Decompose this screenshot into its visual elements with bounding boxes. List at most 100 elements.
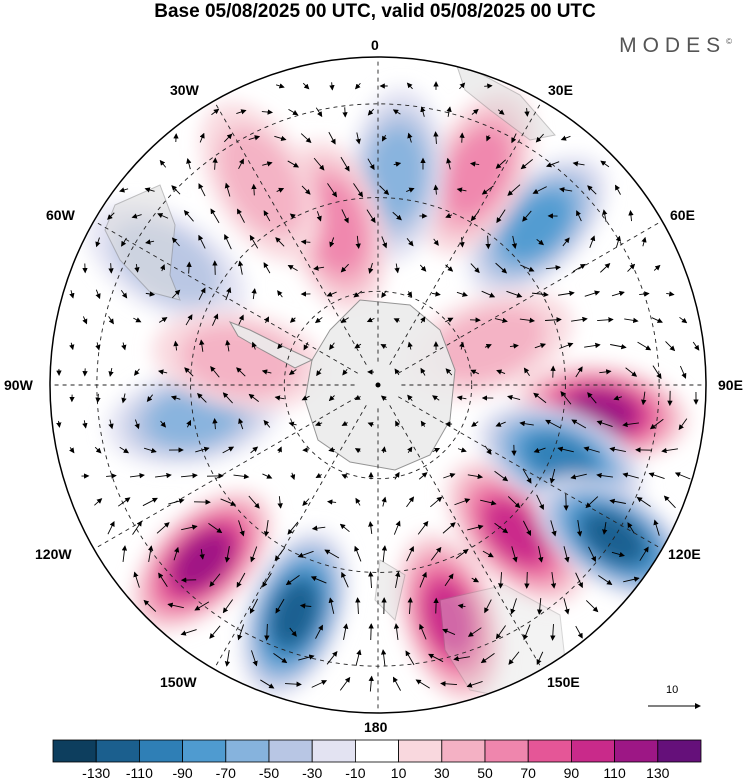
wind-vector	[263, 419, 271, 428]
wind-vector	[522, 468, 532, 484]
wind-vector	[651, 317, 663, 323]
wind-vector	[545, 317, 562, 323]
anomaly-blob	[271, 581, 319, 647]
wind-vector	[69, 342, 75, 351]
meridian-line	[398, 396, 663, 550]
wind-vector	[181, 524, 198, 531]
wind-vector	[236, 367, 246, 377]
wind-vector	[494, 522, 509, 534]
wind-vector	[469, 161, 480, 167]
wind-vector	[407, 597, 413, 615]
wind-vector	[158, 572, 168, 587]
wind-vector	[432, 447, 441, 453]
wind-vector	[167, 602, 184, 609]
colorbar-swatch	[52, 739, 97, 763]
wind-vector	[261, 109, 274, 115]
meridian-line	[93, 396, 358, 550]
colorbar-tick-label: -90	[172, 765, 193, 781]
wind-vector	[316, 368, 322, 377]
colorbar-swatch	[138, 739, 183, 763]
wind-vector	[395, 571, 401, 588]
wind-vector	[69, 290, 75, 299]
wind-vector	[285, 574, 300, 586]
meridian-line	[398, 220, 663, 374]
lon-label-150e: 150E	[547, 674, 580, 690]
wind-vector	[367, 158, 375, 171]
wind-vector	[545, 161, 560, 168]
wind-vector	[507, 184, 521, 196]
wind-vector	[208, 523, 223, 534]
wind-vector	[519, 317, 536, 324]
wind-vector	[160, 420, 167, 428]
wind-vector	[627, 263, 636, 272]
colorbar-tick-label: 10	[390, 765, 407, 781]
wind-vector	[133, 571, 140, 588]
wind-vector	[299, 603, 312, 609]
wind-vector	[145, 291, 156, 297]
wind-vector	[419, 571, 427, 588]
wind-vector	[315, 107, 323, 118]
wind-vector	[211, 108, 220, 116]
wind-vector	[339, 676, 351, 691]
wind-vector	[274, 547, 286, 562]
wind-vector	[445, 317, 454, 323]
wind-vector	[563, 598, 570, 615]
wind-vector	[251, 288, 257, 300]
colorbar-tick-label: 130	[646, 765, 670, 781]
wind-vector	[495, 262, 508, 274]
wind-vector	[495, 625, 506, 640]
colorbar-swatch	[268, 739, 313, 763]
wind-vector	[342, 623, 349, 640]
wind-vector	[484, 599, 492, 614]
wind-vector	[533, 447, 546, 453]
wind-vector	[597, 317, 614, 323]
wind-vector	[277, 343, 283, 350]
wind-vector	[274, 395, 285, 401]
wind-vector	[495, 159, 506, 169]
wind-vector	[329, 237, 335, 248]
meridian-line	[213, 405, 367, 670]
wind-vector	[173, 340, 179, 351]
wind-vector	[549, 468, 556, 484]
wind-vector	[250, 446, 259, 454]
wind-vector	[507, 394, 521, 401]
wind-vector	[147, 545, 154, 562]
wind-vector	[575, 625, 583, 639]
wind-vector	[56, 420, 62, 428]
wind-vector	[251, 341, 257, 350]
wind-vector	[598, 575, 613, 585]
wind-vector	[495, 421, 506, 427]
wind-vector	[313, 157, 325, 171]
wind-vector	[536, 494, 544, 511]
wind-vector	[314, 317, 323, 324]
wind-vector	[275, 83, 285, 89]
wind-vector	[563, 493, 569, 511]
wind-vector	[301, 395, 310, 401]
lon-label-60e: 60E	[670, 207, 695, 223]
wind-vector	[354, 448, 361, 454]
wind-vector	[95, 237, 101, 248]
wind-vector	[442, 628, 456, 635]
wind-vector	[380, 649, 387, 666]
wind-vector	[210, 366, 220, 378]
wind-vector	[550, 520, 557, 537]
wind-vector	[355, 132, 361, 145]
wind-vector	[550, 624, 556, 641]
wind-vector	[470, 263, 480, 274]
wind-vector	[415, 679, 430, 689]
wind-vector	[225, 287, 232, 301]
wind-vector	[419, 264, 427, 272]
wind-vector	[407, 341, 413, 350]
wind-vector	[168, 498, 185, 505]
wind-vector	[354, 343, 362, 349]
colorbar-swatch	[95, 739, 140, 763]
wind-vectors	[56, 81, 700, 692]
wind-vector	[284, 681, 302, 687]
wind-vector	[522, 210, 532, 222]
south-pole-marker	[375, 382, 381, 388]
wind-vector	[481, 290, 496, 298]
wind-vector	[430, 546, 442, 561]
wind-vector	[627, 522, 635, 534]
wind-vector	[639, 546, 649, 561]
wind-vector	[494, 470, 509, 482]
